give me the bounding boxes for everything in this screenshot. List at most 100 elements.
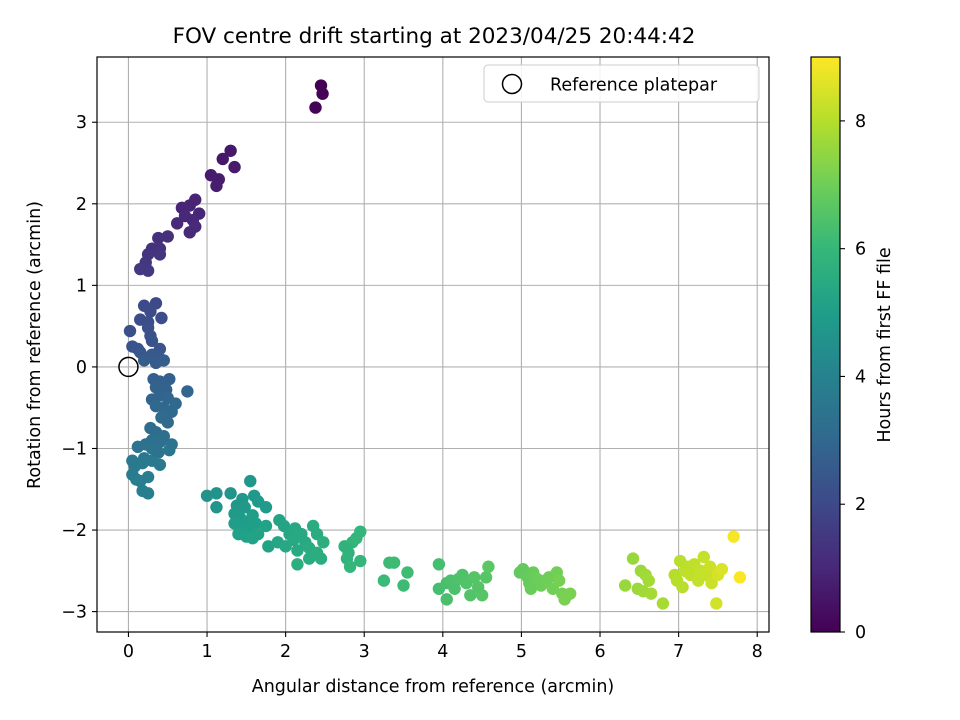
colorbar: 0 2 4 6 8 Hours from first FF file <box>810 56 895 643</box>
data-point <box>153 248 167 261</box>
reference-layer <box>118 356 139 378</box>
data-point <box>448 582 461 595</box>
data-point <box>210 179 223 193</box>
y-tick-label: −2 <box>61 521 87 541</box>
colorbar-fill <box>811 57 840 632</box>
data-point <box>259 501 273 514</box>
data-point <box>228 160 241 174</box>
colorbar-tick-label: 0 <box>855 623 866 643</box>
x-tick-label: 0 <box>123 642 134 662</box>
y-tick-label: 3 <box>76 113 87 133</box>
data-point <box>656 597 670 610</box>
colorbar-frame <box>810 56 841 633</box>
data-point <box>181 385 194 398</box>
data-point <box>642 574 655 587</box>
x-tick-label: 8 <box>752 642 763 662</box>
y-axis-label: Rotation from reference (arcmin) <box>25 201 45 489</box>
x-axis-label: Angular distance from reference (arcmin) <box>252 677 615 697</box>
data-point <box>317 536 330 549</box>
data-point <box>141 487 155 500</box>
x-tick-label: 3 <box>359 642 370 662</box>
legend: Reference platepar <box>483 64 760 103</box>
data-point <box>733 571 747 584</box>
data-point <box>479 571 493 584</box>
data-point <box>377 574 391 587</box>
x-tick-label: 5 <box>516 642 527 662</box>
data-point <box>291 558 304 571</box>
data-point <box>387 556 401 569</box>
data-point <box>354 525 367 538</box>
data-point <box>354 554 367 568</box>
data-point <box>727 530 740 543</box>
data-point <box>183 226 196 239</box>
x-tick-label: 2 <box>280 642 291 662</box>
data-point <box>123 324 137 338</box>
data-point <box>524 582 538 595</box>
data-point <box>676 580 689 594</box>
data-point <box>703 560 717 573</box>
data-point <box>136 456 149 470</box>
plot-frame <box>96 56 770 633</box>
data-point <box>170 217 184 230</box>
data-point <box>216 152 229 166</box>
data-point <box>244 474 257 488</box>
colorbar-tick-label: 6 <box>855 240 866 260</box>
data-point <box>316 87 329 100</box>
data-point <box>697 550 710 564</box>
y-tick-label: 1 <box>76 276 87 296</box>
data-point <box>141 470 155 484</box>
data-point <box>314 552 328 565</box>
data-point <box>251 527 265 541</box>
data-point <box>440 593 453 606</box>
data-point <box>144 305 157 318</box>
reference-point-marker <box>118 356 139 378</box>
data-point <box>397 579 410 592</box>
data-point <box>644 587 658 600</box>
x-axis-ticks: 0 1 2 3 4 5 6 7 8 <box>123 632 763 662</box>
grid-layer <box>97 57 769 632</box>
data-point <box>262 540 275 553</box>
colorbar-tick-label: 4 <box>855 367 866 387</box>
data-point <box>161 230 174 243</box>
data-point <box>137 354 151 367</box>
x-tick-label: 6 <box>594 642 605 662</box>
data-point <box>224 487 237 500</box>
data-point <box>165 405 178 418</box>
data-point <box>210 501 223 514</box>
data-point <box>145 334 159 348</box>
data-point <box>291 544 304 557</box>
chart-title: FOV centre drift starting at 2023/04/25 … <box>173 24 696 49</box>
data-point <box>161 416 174 429</box>
data-point <box>715 562 729 576</box>
data-point <box>618 579 632 592</box>
data-point <box>155 311 168 325</box>
legend-box <box>483 64 760 103</box>
y-tick-label: −1 <box>61 439 87 459</box>
data-point <box>626 552 640 565</box>
data-point <box>710 597 723 610</box>
data-point <box>157 354 171 367</box>
data-point <box>131 440 145 454</box>
colorbar-label: Hours from first FF file <box>875 247 895 442</box>
data-point <box>141 264 155 277</box>
y-tick-label: 2 <box>76 195 87 215</box>
x-tick-label: 7 <box>673 642 684 662</box>
x-tick-label: 4 <box>437 642 448 662</box>
data-point <box>468 571 481 584</box>
points-layer <box>123 79 747 610</box>
colorbar-ticks: 0 2 4 6 8 <box>840 112 866 643</box>
legend-label: Reference platepar <box>550 76 718 96</box>
colorbar-tick-label: 8 <box>855 112 866 132</box>
data-point <box>210 487 223 500</box>
data-point <box>343 560 357 573</box>
data-point <box>475 589 489 602</box>
colorbar-tick-label: 2 <box>855 495 866 515</box>
data-point <box>464 589 477 602</box>
data-point <box>249 517 262 530</box>
data-point <box>163 372 176 386</box>
data-point <box>163 443 176 457</box>
data-point <box>563 587 577 600</box>
legend-marker-icon <box>501 73 523 95</box>
data-point <box>552 574 566 587</box>
data-point <box>200 489 214 502</box>
